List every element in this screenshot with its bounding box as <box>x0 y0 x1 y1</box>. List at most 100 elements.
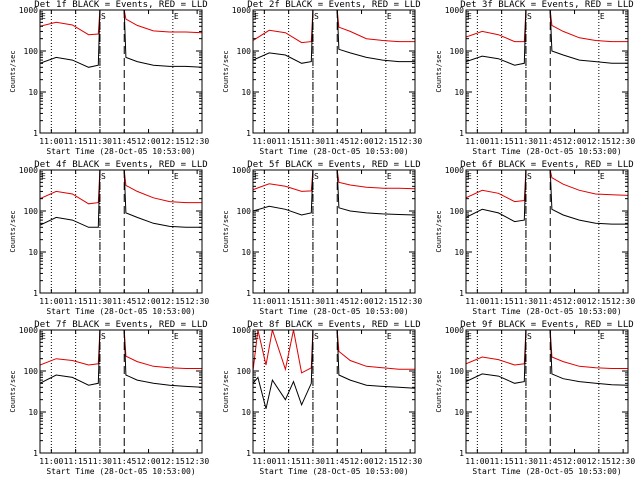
y-axis-label: Counts/sec <box>222 370 230 412</box>
x-tick-label: 11:15 <box>277 137 301 146</box>
x-tick-label: 11:15 <box>64 137 88 146</box>
detector-panel-2: Det 2f BLACK = Events, RED = LLD E S E 11:00… <box>222 0 422 156</box>
x-tick-label: 12:15 <box>161 457 185 466</box>
y-axis-label: Counts/sec <box>222 50 230 92</box>
lld-series-line <box>40 10 202 36</box>
x-tick-label: 11:45 <box>112 457 136 466</box>
y-tick-label: 1000 <box>232 326 251 335</box>
y-axis-label: Counts/sec <box>435 210 443 252</box>
x-tick-label: 11:15 <box>277 297 301 306</box>
y-tick-label: 1000 <box>19 166 38 175</box>
y-tick-label: 100 <box>24 367 39 376</box>
y-tick-label: 10 <box>454 88 464 97</box>
x-tick-label: 11:45 <box>538 137 562 146</box>
end-marker-label: E <box>467 332 472 341</box>
detector-panel-9: Det 9f BLACK = Events, RED = LLD E S E 11:00… <box>435 320 635 476</box>
y-tick-label: 1 <box>246 289 251 298</box>
x-tick-label: 11:45 <box>112 137 136 146</box>
events-series-line <box>253 330 415 409</box>
panel-title: Det 5f BLACK = Events, RED = LLD <box>247 160 420 170</box>
x-tick-label: 12:00 <box>136 297 160 306</box>
y-tick-label: 10 <box>241 408 251 417</box>
plot-frame <box>465 169 629 294</box>
x-tick-label: 12:15 <box>587 297 611 306</box>
x-tick-label: 12:00 <box>562 457 586 466</box>
y-tick-label: 1 <box>459 289 464 298</box>
y-axis-label: Counts/sec <box>222 210 230 252</box>
x-tick-label: 12:15 <box>161 137 185 146</box>
y-tick-label: 1 <box>246 449 251 458</box>
x-tick-label: 11:15 <box>277 457 301 466</box>
y-tick-label: 100 <box>450 47 465 56</box>
detector-panel-1: Det 1f BLACK = Events, RED = LLD E S E 11:00… <box>9 0 209 156</box>
start-marker-label: S <box>314 172 319 181</box>
y-tick-label: 100 <box>237 47 252 56</box>
lld-series-line <box>253 10 415 44</box>
y-tick-label: 100 <box>450 207 465 216</box>
x-tick-label: 11:45 <box>538 457 562 466</box>
y-tick-label: 1000 <box>445 166 464 175</box>
y-tick-label: 1 <box>459 449 464 458</box>
y-tick-label: 1000 <box>445 6 464 15</box>
lld-series-line <box>466 330 628 369</box>
x-tick-label: 12:30 <box>611 457 635 466</box>
events-series-line <box>40 330 202 388</box>
end-marker-label: E <box>467 12 472 21</box>
x-tick-label: 12:30 <box>185 137 209 146</box>
end-marker-label: E <box>41 332 46 341</box>
y-tick-label: 1 <box>33 289 38 298</box>
x-tick-label: 11:30 <box>301 137 325 146</box>
x-tick-label: 11:00 <box>465 457 489 466</box>
start-marker-label: S <box>314 332 319 341</box>
panel-title: Det 6f BLACK = Events, RED = LLD <box>460 160 633 170</box>
x-tick-label: 11:15 <box>64 297 88 306</box>
x-tick-label: 11:15 <box>490 137 514 146</box>
y-tick-label: 100 <box>24 207 39 216</box>
x-tick-label: 11:00 <box>39 297 63 306</box>
x-axis-label: Start Time (28-Oct-05 10:53:00) <box>259 467 408 476</box>
x-tick-label: 11:45 <box>325 457 349 466</box>
detector-panel-8: Det 8f BLACK = Events, RED = LLD E S E 11:00… <box>222 320 422 476</box>
x-tick-label: 11:00 <box>465 297 489 306</box>
x-tick-label: 11:30 <box>301 457 325 466</box>
events-series-line <box>253 10 415 64</box>
plot-frame <box>39 329 203 454</box>
x-tick-label: 11:00 <box>39 137 63 146</box>
y-tick-label: 100 <box>24 47 39 56</box>
start-marker-label: S <box>101 12 106 21</box>
events-series-line <box>466 330 628 386</box>
panel-title: Det 3f BLACK = Events, RED = LLD <box>460 0 633 10</box>
x-tick-label: 12:00 <box>349 297 373 306</box>
y-tick-label: 1 <box>246 129 251 138</box>
plot-frame <box>465 329 629 454</box>
plot-frame <box>39 9 203 134</box>
y-tick-label: 1000 <box>19 326 38 335</box>
x-tick-label: 11:45 <box>325 297 349 306</box>
panel-title: Det 2f BLACK = Events, RED = LLD <box>247 0 420 10</box>
y-axis-label: Counts/sec <box>9 210 17 252</box>
x-tick-label: 11:30 <box>88 457 112 466</box>
start-marker-label: S <box>101 332 106 341</box>
y-tick-label: 1 <box>459 129 464 138</box>
panel-title: Det 8f BLACK = Events, RED = LLD <box>247 320 420 330</box>
lld-series-line <box>253 170 415 192</box>
x-tick-label: 12:30 <box>398 457 422 466</box>
y-tick-label: 10 <box>28 88 38 97</box>
y-tick-label: 10 <box>241 248 251 257</box>
y-tick-label: 1 <box>33 129 38 138</box>
y-axis-label: Counts/sec <box>435 50 443 92</box>
plot-frame <box>465 9 629 134</box>
x-tick-label: 11:45 <box>325 137 349 146</box>
end-marker-label: E <box>600 172 605 181</box>
x-tick-label: 12:30 <box>398 297 422 306</box>
y-tick-label: 100 <box>450 367 465 376</box>
x-tick-label: 12:15 <box>374 297 398 306</box>
x-axis-label: Start Time (28-Oct-05 10:53:00) <box>46 467 195 476</box>
x-tick-label: 11:30 <box>514 457 538 466</box>
end-marker-label: E <box>254 12 259 21</box>
lld-series-line <box>40 330 202 369</box>
x-tick-label: 12:30 <box>611 137 635 146</box>
events-series-line <box>466 170 628 225</box>
y-tick-label: 1000 <box>232 166 251 175</box>
